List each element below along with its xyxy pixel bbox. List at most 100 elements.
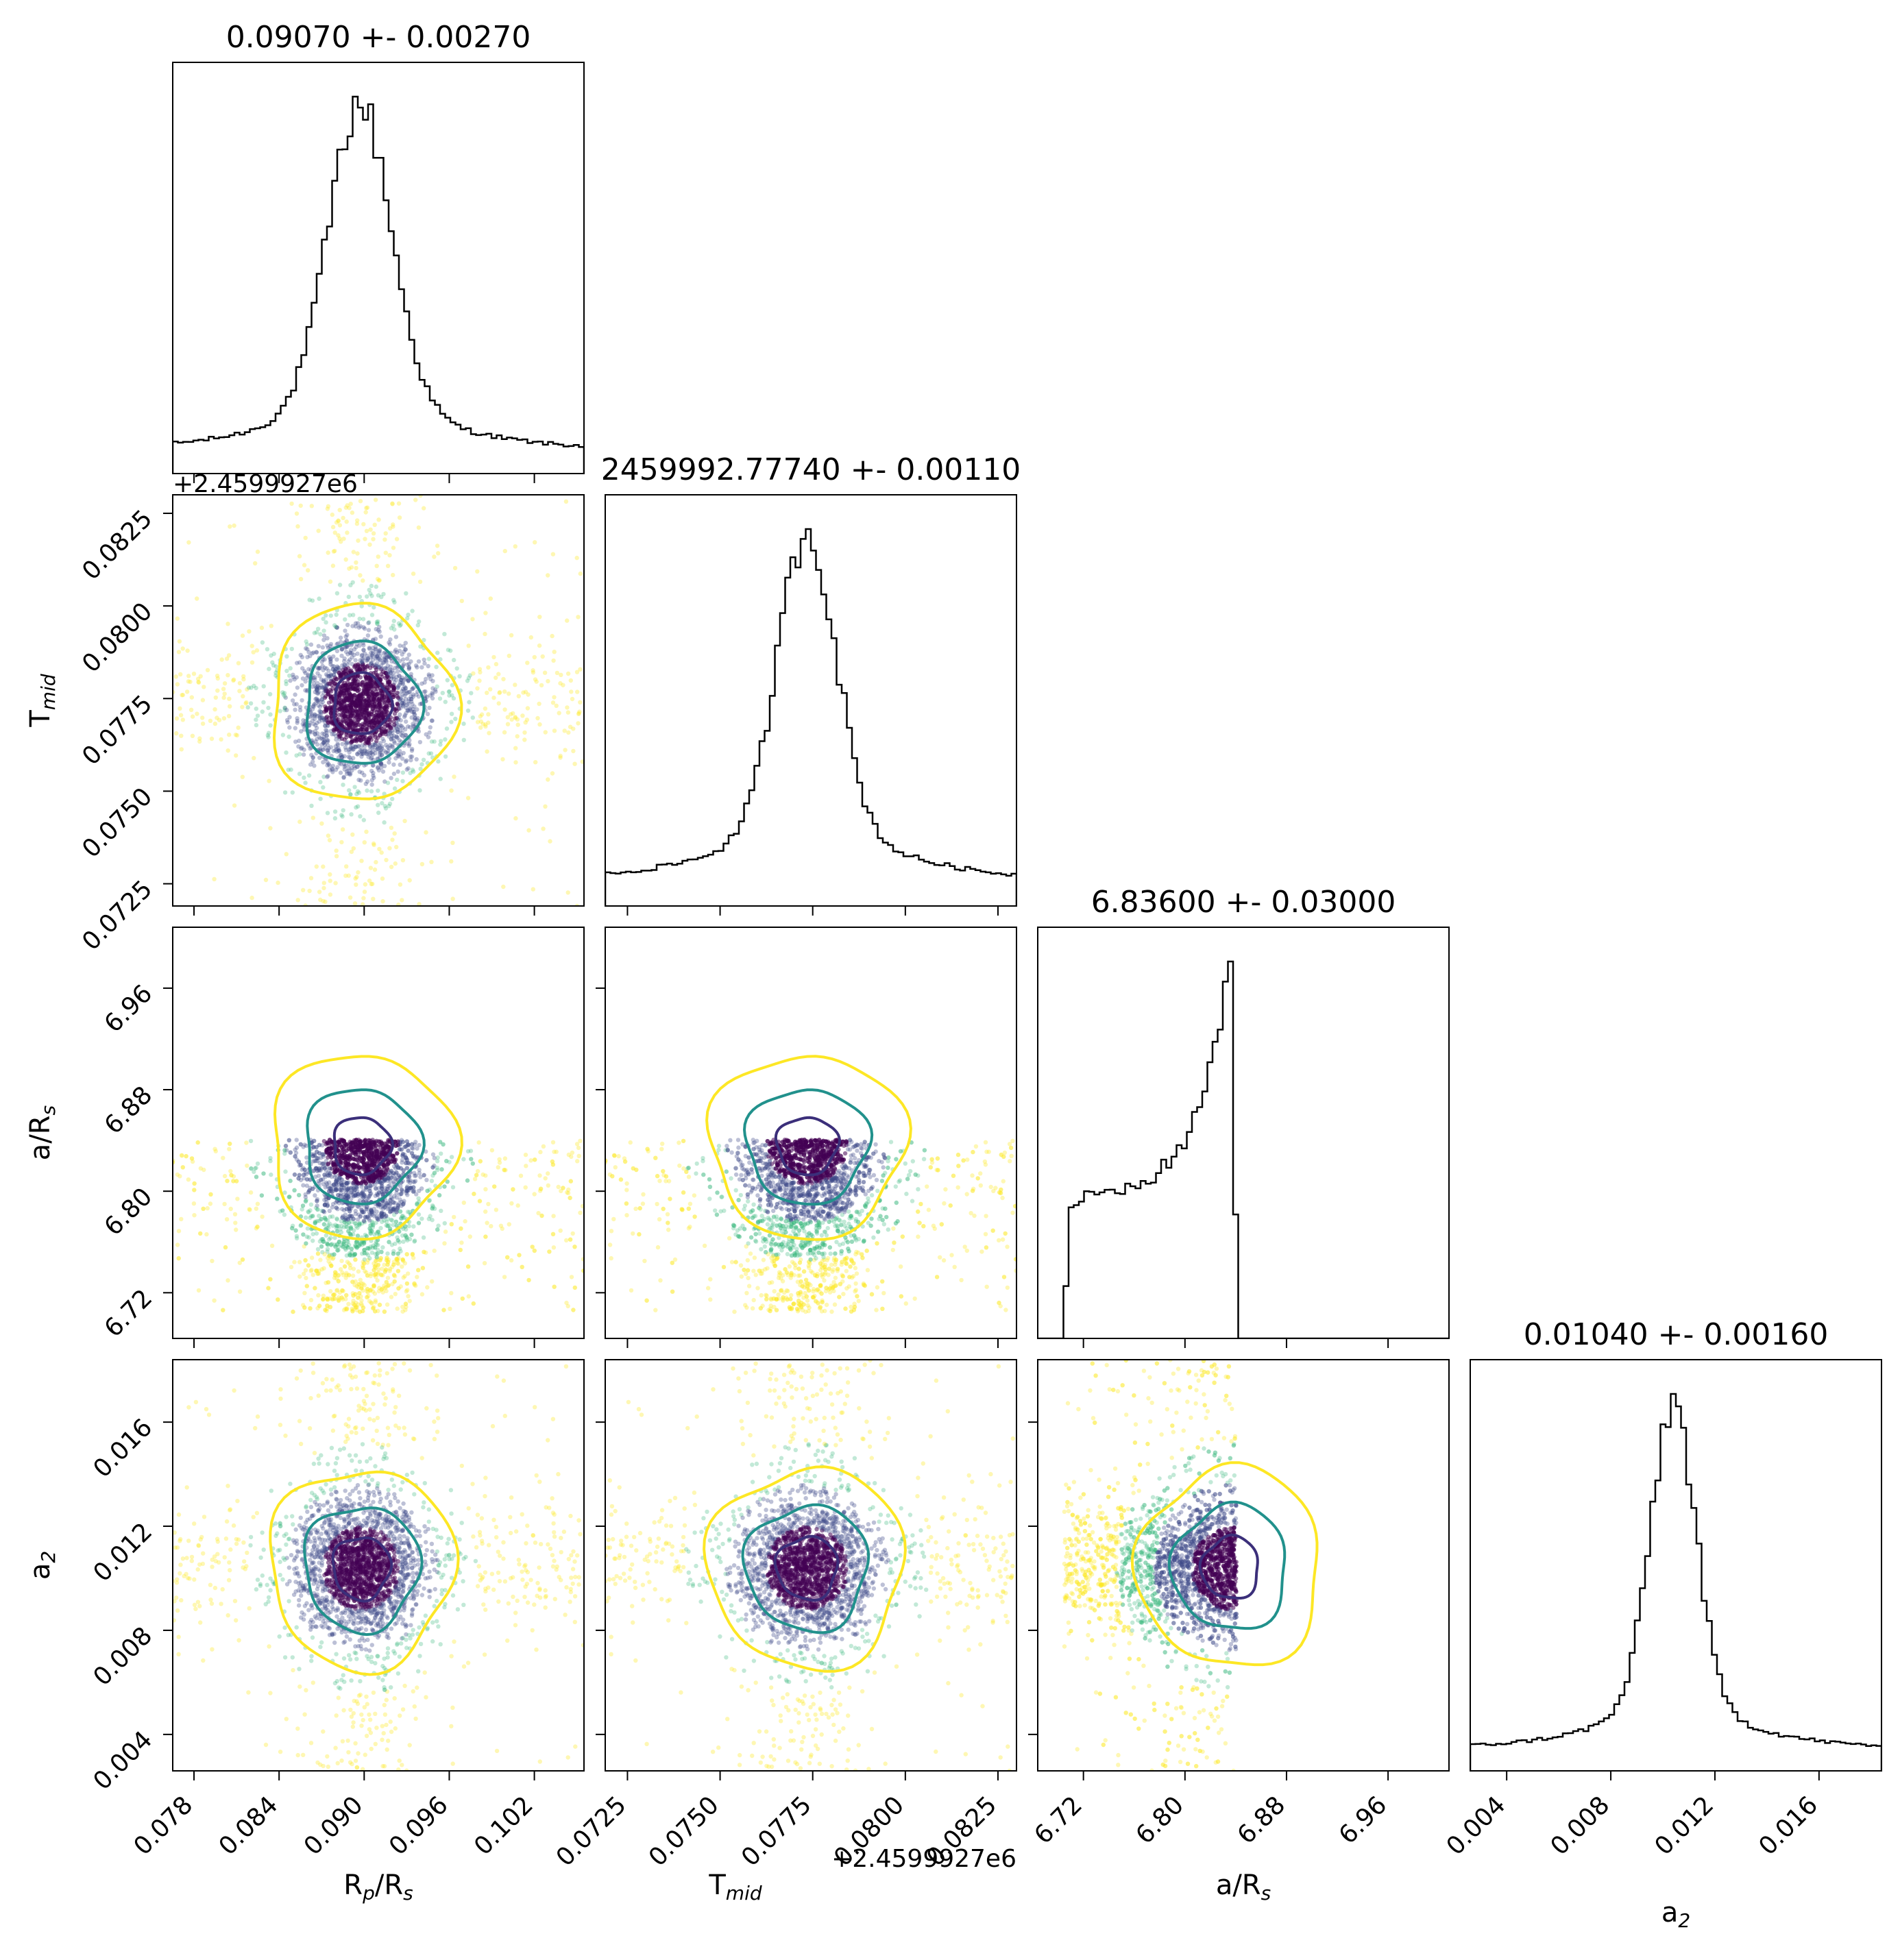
scatter-point (315, 1168, 320, 1173)
scatter-point (435, 650, 440, 655)
scatter-point (370, 657, 376, 663)
scatter-point (328, 674, 333, 678)
scatter-point (362, 1283, 367, 1288)
scatter-point (348, 1216, 353, 1221)
scatter-point (382, 657, 387, 661)
scatter-point (543, 730, 548, 735)
scatter-point (311, 722, 316, 726)
scatter-point (384, 1214, 389, 1218)
scatter-point (412, 1173, 417, 1178)
scatter-point (379, 1249, 384, 1255)
panel-content (173, 95, 584, 474)
scatter-point (284, 852, 289, 857)
scatter-point (422, 1173, 426, 1178)
scatter-point (240, 1257, 245, 1262)
scatter-point (215, 676, 220, 681)
scatter-point (407, 689, 412, 694)
scatter-point (405, 1184, 410, 1189)
scatter-point (370, 733, 375, 738)
scatter-point (465, 708, 471, 713)
scatter-point (318, 736, 323, 741)
scatter-point (315, 713, 320, 719)
scatter-point (341, 1245, 345, 1249)
scatter-point (384, 654, 389, 660)
scatter-point (390, 1173, 395, 1178)
scatter-point (402, 1215, 407, 1220)
scatter-point (346, 765, 351, 770)
scatter-point (389, 1205, 393, 1210)
scatter-point (483, 724, 488, 729)
scatter-point (337, 1295, 341, 1300)
scatter-point (325, 1303, 330, 1308)
scatter-point (369, 755, 374, 761)
scatter-point (378, 1258, 382, 1263)
scatter-point (385, 1203, 390, 1208)
scatter-point (379, 1210, 385, 1215)
scatter-point (328, 660, 333, 665)
scatter-point (406, 1223, 411, 1229)
scatter-point (389, 864, 394, 870)
scatter-point (294, 1157, 300, 1162)
scatter-point (325, 1255, 330, 1260)
scatter-point (466, 1294, 471, 1299)
scatter-point (374, 656, 378, 661)
scatter-point (380, 1203, 385, 1209)
scatter-point (191, 672, 197, 676)
scatter-point (352, 1228, 356, 1233)
scatter-point (403, 733, 408, 737)
scatter-point (443, 754, 448, 759)
scatter-point (476, 1140, 481, 1145)
scatter-point (361, 1308, 365, 1314)
scatter-point (340, 663, 345, 668)
scatter-point (321, 740, 326, 746)
scatter-point (359, 1298, 364, 1303)
scatter-point (325, 743, 330, 748)
scatter-point (465, 1178, 470, 1183)
scatter-point (353, 1221, 358, 1226)
scatter-point (432, 1163, 437, 1168)
scatter-point (328, 672, 333, 677)
scatter-point (396, 1201, 402, 1206)
scatter-point (320, 1143, 325, 1148)
scatter-point (368, 591, 373, 596)
scatter-point (312, 713, 317, 719)
scatter-point (186, 1177, 191, 1182)
scatter-point (313, 723, 318, 728)
scatter-point (284, 750, 289, 755)
scatter-point (355, 694, 360, 699)
scatter-point (491, 696, 496, 700)
scatter-point (332, 664, 337, 669)
scatter-point (306, 773, 312, 778)
scatter-point (315, 681, 320, 685)
scatter-point (362, 1247, 367, 1253)
scatter-point (372, 775, 376, 781)
scatter-point (303, 688, 308, 693)
scatter-point (260, 1214, 265, 1219)
scatter-point (395, 1306, 400, 1311)
scatter-point (294, 753, 299, 758)
scatter-point (403, 759, 409, 764)
scatter-point (566, 1187, 571, 1192)
scatter-point (378, 745, 382, 750)
scatter-point (373, 1309, 378, 1314)
panel-content (173, 1055, 584, 1314)
scatter-point (376, 628, 381, 633)
scatter-point (232, 803, 237, 808)
scatter-point (361, 664, 366, 669)
panel-layer: 0.09070 +- 0.002700.07250.07500.07750.08… (25, 20, 1882, 1932)
scatter-point (348, 1253, 352, 1258)
scatter-point (378, 1225, 383, 1231)
scatter-point (328, 1186, 333, 1191)
scatter-point (387, 746, 391, 751)
scatter-point (343, 505, 348, 510)
scatter-point (371, 742, 376, 747)
scatter-point (304, 1241, 308, 1246)
scatter-point (360, 659, 365, 664)
scatter-point (513, 760, 518, 765)
scatter-point (542, 670, 548, 675)
scatter-point (317, 665, 322, 671)
scatter-point (356, 1282, 361, 1287)
scatter-point (526, 692, 531, 697)
scatter-point (273, 664, 279, 669)
scatter-point (537, 722, 542, 727)
